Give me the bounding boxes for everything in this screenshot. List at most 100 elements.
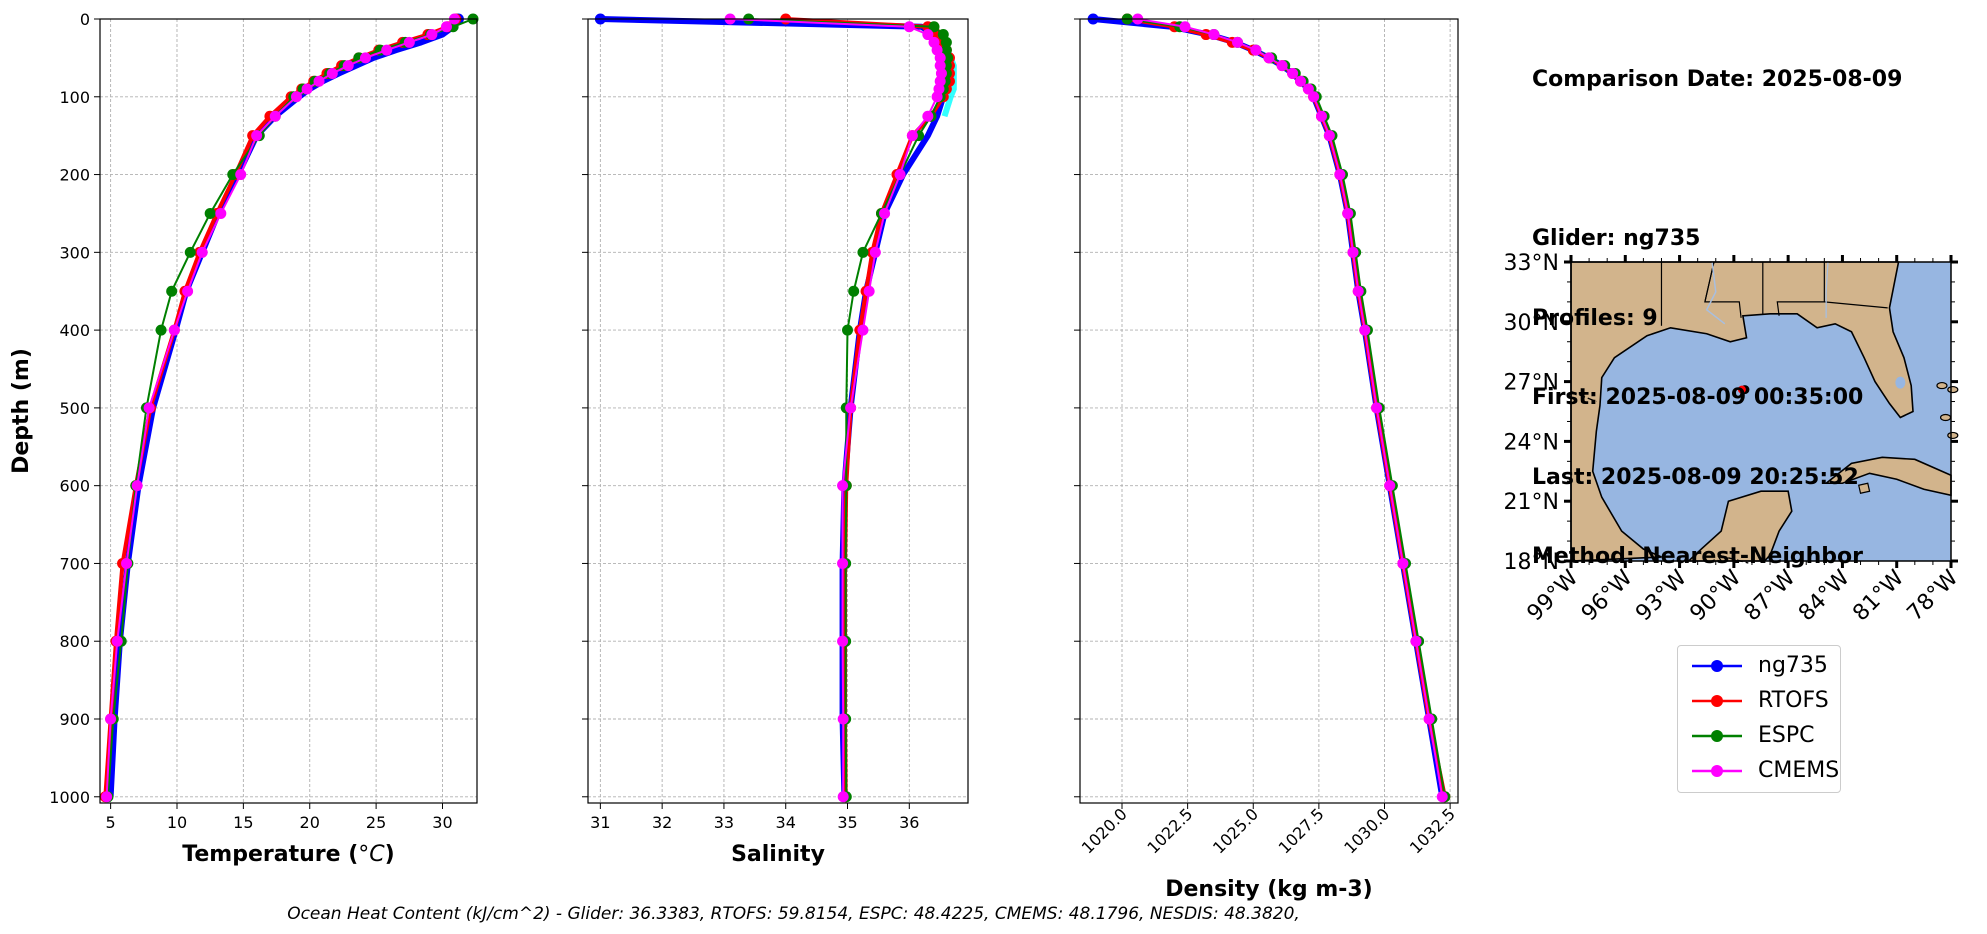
- data-point-cmems: [1359, 324, 1371, 336]
- data-point-cmems: [857, 324, 869, 336]
- data-point-cmems: [1410, 635, 1422, 647]
- lat-tick-label: 18°N: [1504, 550, 1559, 575]
- profiles-count: Profiles: 9: [1532, 305, 1658, 331]
- x-tick-label: 5: [106, 813, 116, 832]
- x-tick-label: 25: [366, 813, 386, 832]
- data-point-cmems: [837, 713, 849, 725]
- y-tick-label: 0: [80, 10, 90, 29]
- data-point-cmems: [1323, 130, 1335, 142]
- data-point-espc: [857, 246, 869, 258]
- data-point-cmems: [121, 557, 133, 569]
- data-point-cmems: [381, 44, 393, 56]
- y-tick-label: 700: [59, 554, 90, 573]
- x-tick-label: 36: [899, 813, 919, 832]
- land-bahamas: [1947, 385, 1959, 394]
- x-tick-label: 1027.5: [1275, 804, 1328, 857]
- data-point-espc: [204, 207, 216, 219]
- x-tick-label: 30: [432, 813, 452, 832]
- data-point-cmems: [251, 130, 263, 142]
- chart-panel-0: 0 100 200 300 400 500 600 700 800 900 1000 5 10 15 20 2…: [9, 10, 479, 867]
- country-border: [1570, 390, 1597, 403]
- data-point-cmems: [1352, 285, 1364, 297]
- lat-tick-label: 30°N: [1504, 311, 1559, 336]
- data-point-cmems: [290, 91, 302, 103]
- data-point-cmems: [1276, 60, 1288, 72]
- glider-position-marker: [1737, 385, 1746, 394]
- state-border: [1824, 301, 1888, 309]
- x-tick-label: 31: [590, 813, 610, 832]
- legend-label: RTOFS: [1758, 688, 1829, 713]
- x-tick-label: 35: [837, 813, 857, 832]
- land-isle: [1857, 482, 1871, 494]
- first-time: First: 2025-08-09 00:35:00: [1532, 385, 1864, 410]
- data-point-cmems: [869, 246, 881, 258]
- lake-okeechobee: [1895, 376, 1906, 389]
- x-tick-label: 1025.0: [1209, 804, 1262, 857]
- data-point-cmems: [1342, 207, 1354, 219]
- data-point-cmems: [105, 713, 117, 725]
- x-tick-label: 1022.5: [1143, 804, 1196, 857]
- x-tick-label: 15: [233, 813, 253, 832]
- legend-label: ng735: [1758, 653, 1828, 678]
- data-point-cmems: [131, 480, 143, 492]
- legend-label: CMEMS: [1758, 758, 1840, 783]
- data-point-cmems: [931, 91, 943, 103]
- river: [1825, 261, 1829, 318]
- data-point-cmems: [1302, 83, 1314, 95]
- y-tick-label: 200: [59, 166, 90, 185]
- x-tick-label: 1032.5: [1406, 804, 1459, 857]
- lat-tick-label: 21°N: [1504, 490, 1559, 515]
- y-tick-label: 100: [59, 88, 90, 107]
- data-point-cmems: [215, 207, 227, 219]
- data-point-espc: [842, 324, 854, 336]
- data-point-cmems: [1316, 110, 1327, 122]
- chart-panel-2: 1020.0 1022.5 1025.0 1027.5 1030.0 1032.5 Dens…: [1074, 13, 1459, 902]
- lon-tick-label: 78°W: [1903, 565, 1964, 626]
- land-north-america: [1570, 261, 1914, 562]
- data-point-espc: [848, 285, 860, 297]
- legend-label: ESPC: [1758, 723, 1815, 748]
- data-point-cmems: [359, 52, 371, 64]
- data-point-cmems: [1308, 91, 1320, 103]
- data-point-cmems: [845, 402, 857, 414]
- data-point-cmems: [426, 29, 438, 41]
- data-point-cmems: [934, 52, 946, 64]
- data-point-cmems: [143, 402, 155, 414]
- data-point-cmems: [1179, 21, 1191, 33]
- data-point-cmems: [313, 75, 325, 87]
- glider-name: Glider: ng735: [1532, 226, 1701, 251]
- land-yucatan: [1686, 490, 1793, 562]
- y-tick-label: 300: [59, 243, 90, 262]
- data-point-cmems: [1263, 52, 1275, 64]
- x-axis-label: Salinity: [731, 842, 825, 867]
- data-point-cmems: [235, 169, 247, 181]
- data-point-cmems: [326, 67, 338, 79]
- data-point-cmems: [1295, 75, 1306, 87]
- axes-frame: [587, 18, 969, 804]
- data-point-cmems: [1436, 791, 1448, 803]
- info-panel: Comparison Date: 2025-08-09 Glider: ng73…: [1532, 14, 1902, 597]
- data-point-cmems: [837, 791, 849, 803]
- legend: ng735 RTOFS ESPC CMEMS: [1677, 645, 1841, 793]
- data-point-espc: [227, 169, 239, 181]
- data-point-cmems: [863, 285, 875, 297]
- data-point-cmems: [837, 480, 849, 492]
- x-axis-label: Density (kg m-3): [1165, 877, 1373, 902]
- river: [1705, 261, 1726, 325]
- map-frame: [1570, 261, 1952, 562]
- data-point-cmems: [1334, 169, 1346, 181]
- data-point-cmems: [894, 169, 906, 181]
- data-point-cmems: [182, 285, 194, 297]
- data-point-cmems: [922, 29, 934, 41]
- lat-tick-label: 33°N: [1504, 251, 1559, 276]
- data-point-cmems: [906, 130, 918, 142]
- x-tick-label: 32: [652, 813, 672, 832]
- comparison-date: Comparison Date: 2025-08-09: [1532, 67, 1903, 92]
- method: Method: Nearest-Neighbor: [1532, 544, 1863, 569]
- data-point-espc: [928, 21, 940, 33]
- lat-tick-label: 27°N: [1504, 371, 1559, 396]
- x-tick-label: 1030.0: [1340, 804, 1393, 857]
- data-point-cmems: [1208, 29, 1220, 41]
- data-point-cmems: [440, 21, 452, 33]
- y-tick-label: 500: [59, 399, 90, 418]
